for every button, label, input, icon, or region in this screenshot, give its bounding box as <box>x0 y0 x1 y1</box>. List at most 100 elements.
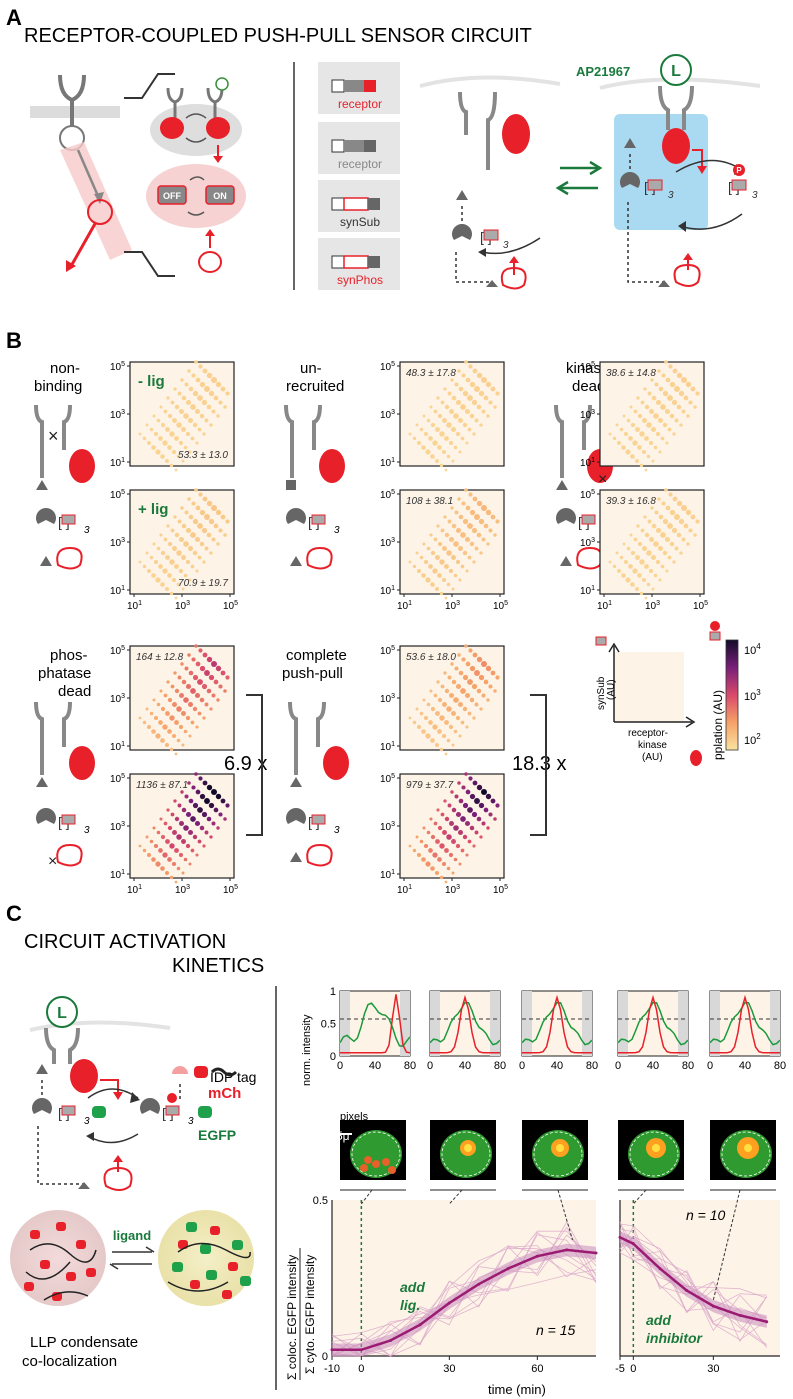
hexbin-dot <box>194 772 198 776</box>
hexbin-dot <box>481 789 487 795</box>
hexbin-dot <box>447 391 452 396</box>
kin-xtick: -10 <box>324 1363 340 1375</box>
label-phatase: phatase <box>38 665 91 682</box>
label-recruited: recruited <box>286 378 344 395</box>
hexbin-dot <box>172 702 177 707</box>
hexbin-dot <box>672 432 676 436</box>
hexbin-dot <box>668 492 673 497</box>
hexbin-dot <box>664 536 671 543</box>
scatter-stat: 53.6 ± 18.0 <box>406 652 456 663</box>
profile-xtick: 0 <box>337 1060 343 1072</box>
hexbin-dot <box>485 509 492 516</box>
x-tick: 105 <box>693 600 708 612</box>
hexbin-dot <box>163 409 168 414</box>
hexbin-dot <box>181 839 186 844</box>
hexbin-dot <box>153 843 159 849</box>
hexbin-dot <box>177 803 182 808</box>
hexbin-dot <box>206 816 212 822</box>
y-tick: 101 <box>110 457 125 469</box>
hexbin-dot <box>685 381 692 388</box>
hexbin-dot <box>622 542 626 546</box>
hexbin-dot <box>681 505 687 511</box>
hexbin-dot <box>197 839 202 844</box>
hexbin-dot <box>174 720 179 725</box>
hexbin-dot <box>671 527 678 534</box>
hexbin-dot <box>437 857 442 862</box>
hexbin-dot <box>450 662 454 666</box>
hexbin-dot <box>201 811 208 818</box>
hexbin-dot <box>629 533 633 537</box>
hexbin-dot <box>668 364 673 369</box>
hexbin-dot <box>488 812 493 817</box>
hexbin-dot <box>446 422 452 428</box>
hexbin-dot <box>194 360 198 364</box>
hexbin-dot <box>451 555 456 560</box>
hexbin-dot <box>490 514 496 520</box>
hexbin-dot <box>199 697 205 703</box>
phospho-subscript: 3 <box>752 190 758 201</box>
hexbin-dot <box>183 729 188 734</box>
hexbin-dot <box>455 683 462 690</box>
hexbin-dot <box>138 432 142 436</box>
hexbin-dot <box>649 537 654 542</box>
hexbin-dot <box>160 738 165 743</box>
hexbin-dot <box>443 671 447 675</box>
hexbin-dot <box>462 802 469 809</box>
timepoint-connector <box>360 1189 373 1205</box>
hexbin-dot <box>216 414 220 418</box>
hexbin-dot <box>176 834 182 840</box>
hexbin-dot <box>647 391 652 396</box>
hexbin-dot <box>158 848 163 853</box>
hexbin-dot <box>458 670 464 676</box>
add-lig-1: add <box>400 1279 425 1295</box>
hexbin-dot <box>468 648 473 653</box>
hexbin-dot <box>464 820 471 827</box>
hexbin-dot <box>160 422 166 428</box>
x-tick: 103 <box>645 600 660 612</box>
hexbin-dot <box>660 404 666 410</box>
hexbin-dot <box>460 848 465 853</box>
profile-xtick: 80 <box>494 1060 506 1072</box>
hexbin-dot <box>467 523 473 529</box>
hexbin-dot <box>183 825 189 831</box>
hexbin-dot <box>437 541 443 547</box>
hexbin-dot <box>187 497 191 501</box>
hexbin-dot <box>460 436 465 441</box>
construct-label-synsub: synSub <box>340 215 380 229</box>
hexbin-dot <box>479 423 483 427</box>
ligand-arrow-label: ligand <box>113 1228 151 1243</box>
hexbin-dot <box>430 454 435 459</box>
hexbin-dot <box>450 790 454 794</box>
hexbin-dot <box>160 582 165 587</box>
hexbin-dot <box>453 541 459 547</box>
profile-xtick: 40 <box>459 1060 471 1072</box>
hexbin-dot <box>215 793 222 800</box>
hexbin-dot <box>476 500 483 507</box>
hexbin-dot <box>151 729 156 734</box>
hexbin-dot <box>654 382 659 387</box>
hexbin-dot <box>474 670 480 676</box>
panel-b-icon-fills: × × [ ] 3 [ ] 3 [ ] 3 [ ] 3 × <box>36 426 613 870</box>
y-tick: 105 <box>380 645 395 657</box>
hexbin-dot <box>419 427 424 432</box>
colorbar-label: pplation (AU) <box>711 690 725 760</box>
hexbin-dot <box>204 418 209 423</box>
hexbin-dot <box>202 432 206 436</box>
hexbin-dot <box>651 395 657 401</box>
hexbin-dot <box>637 573 642 578</box>
hexbin-dot <box>215 509 222 516</box>
y-tick: 103 <box>580 409 595 421</box>
hexbin-dot <box>662 390 669 397</box>
hexbin-dot <box>169 463 174 468</box>
hexbin-dot <box>619 427 624 432</box>
hexbin-dot <box>695 519 700 524</box>
hexbin-dot <box>476 404 482 410</box>
hexbin-dot <box>167 729 172 734</box>
hexbin-dot <box>444 468 448 472</box>
hexbin-dot <box>439 463 444 468</box>
hexbin-dot <box>408 560 412 564</box>
hexbin-dot <box>455 715 461 721</box>
label-phos: phos- <box>50 647 88 664</box>
hexbin-dot <box>655 399 662 406</box>
